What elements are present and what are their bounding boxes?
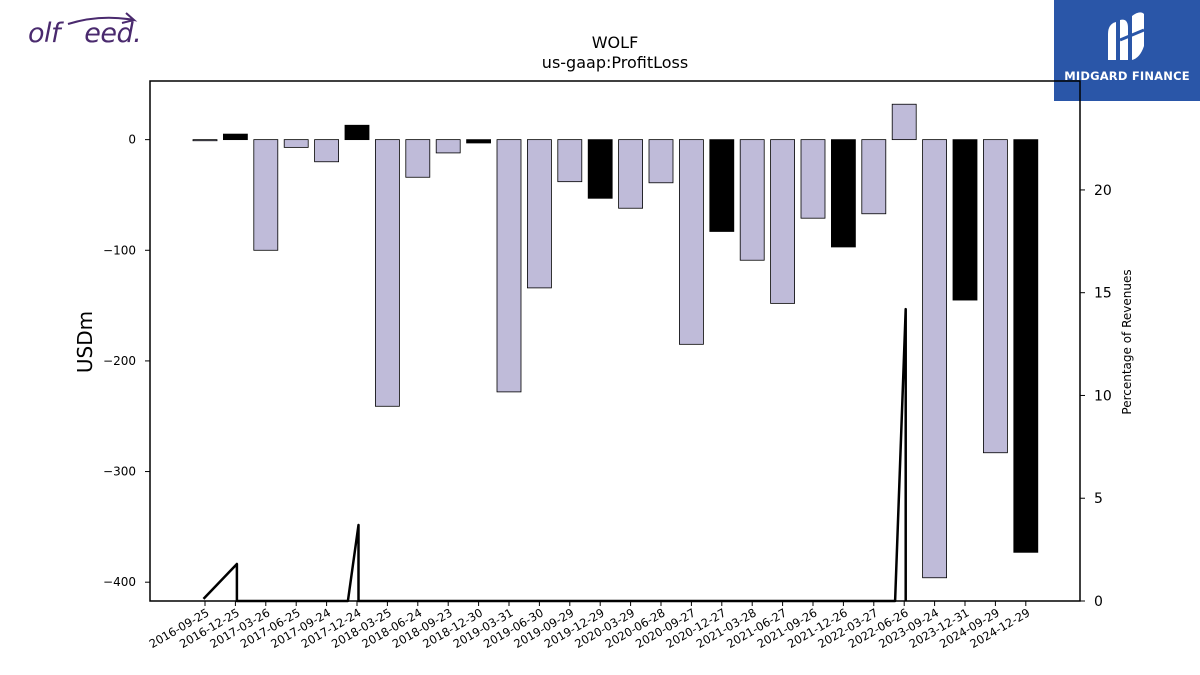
y2-tick-label: 0 [1094, 594, 1103, 610]
bar [679, 139, 704, 345]
bar [739, 139, 765, 261]
wolfspeed-logo-text: olf eed. [28, 18, 142, 49]
bar [983, 139, 1008, 454]
bar [831, 139, 856, 248]
plot-frame [149, 80, 1081, 602]
y2-axis-label: Percentage of Revenues [1120, 269, 1134, 414]
bar [344, 124, 370, 141]
y-tick-label: −200 [103, 354, 136, 368]
y2-tick-label: 10 [1094, 388, 1112, 404]
bar [709, 139, 735, 232]
y2-tick-label: 15 [1094, 286, 1112, 302]
bar [314, 139, 340, 163]
y2-tick-label: 20 [1094, 183, 1112, 199]
y-tick-label: 0 [128, 133, 136, 147]
bar [374, 139, 400, 407]
chart-title: WOLF [592, 33, 639, 52]
revenue-pct-line [202, 307, 907, 603]
bar [283, 139, 309, 148]
bar [222, 133, 248, 141]
midgard-logo-text: MIDGARD FINANCE [1064, 69, 1190, 83]
bar [192, 139, 218, 142]
wolfspeed-swoosh-icon [67, 12, 138, 25]
bar [618, 139, 643, 209]
y-tick-label: −400 [103, 575, 136, 589]
bar [922, 139, 947, 579]
bar [435, 139, 461, 154]
bar [587, 139, 613, 199]
midgard-finance-logo: MIDGARD FINANCE [1054, 0, 1200, 101]
y2-tick-label: 5 [1094, 491, 1103, 507]
bar [253, 139, 279, 251]
bar [648, 139, 674, 184]
bar [557, 139, 583, 183]
bar [466, 139, 492, 144]
bar [861, 139, 887, 215]
y-axis-label: USDm [73, 311, 97, 373]
bar [1013, 139, 1039, 553]
bar [952, 139, 978, 301]
bar [800, 139, 826, 219]
wolfspeed-logo: olf eed. [28, 4, 158, 50]
chart-subtitle: us-gaap:ProfitLoss [542, 53, 688, 72]
bar [405, 139, 431, 178]
midgard-emblem-icon [1108, 12, 1145, 61]
bar [527, 139, 552, 289]
bar [891, 103, 917, 141]
bar [496, 139, 522, 393]
y-tick-label: −100 [103, 243, 136, 257]
y-tick-label: −300 [103, 465, 136, 479]
bar [770, 139, 795, 304]
